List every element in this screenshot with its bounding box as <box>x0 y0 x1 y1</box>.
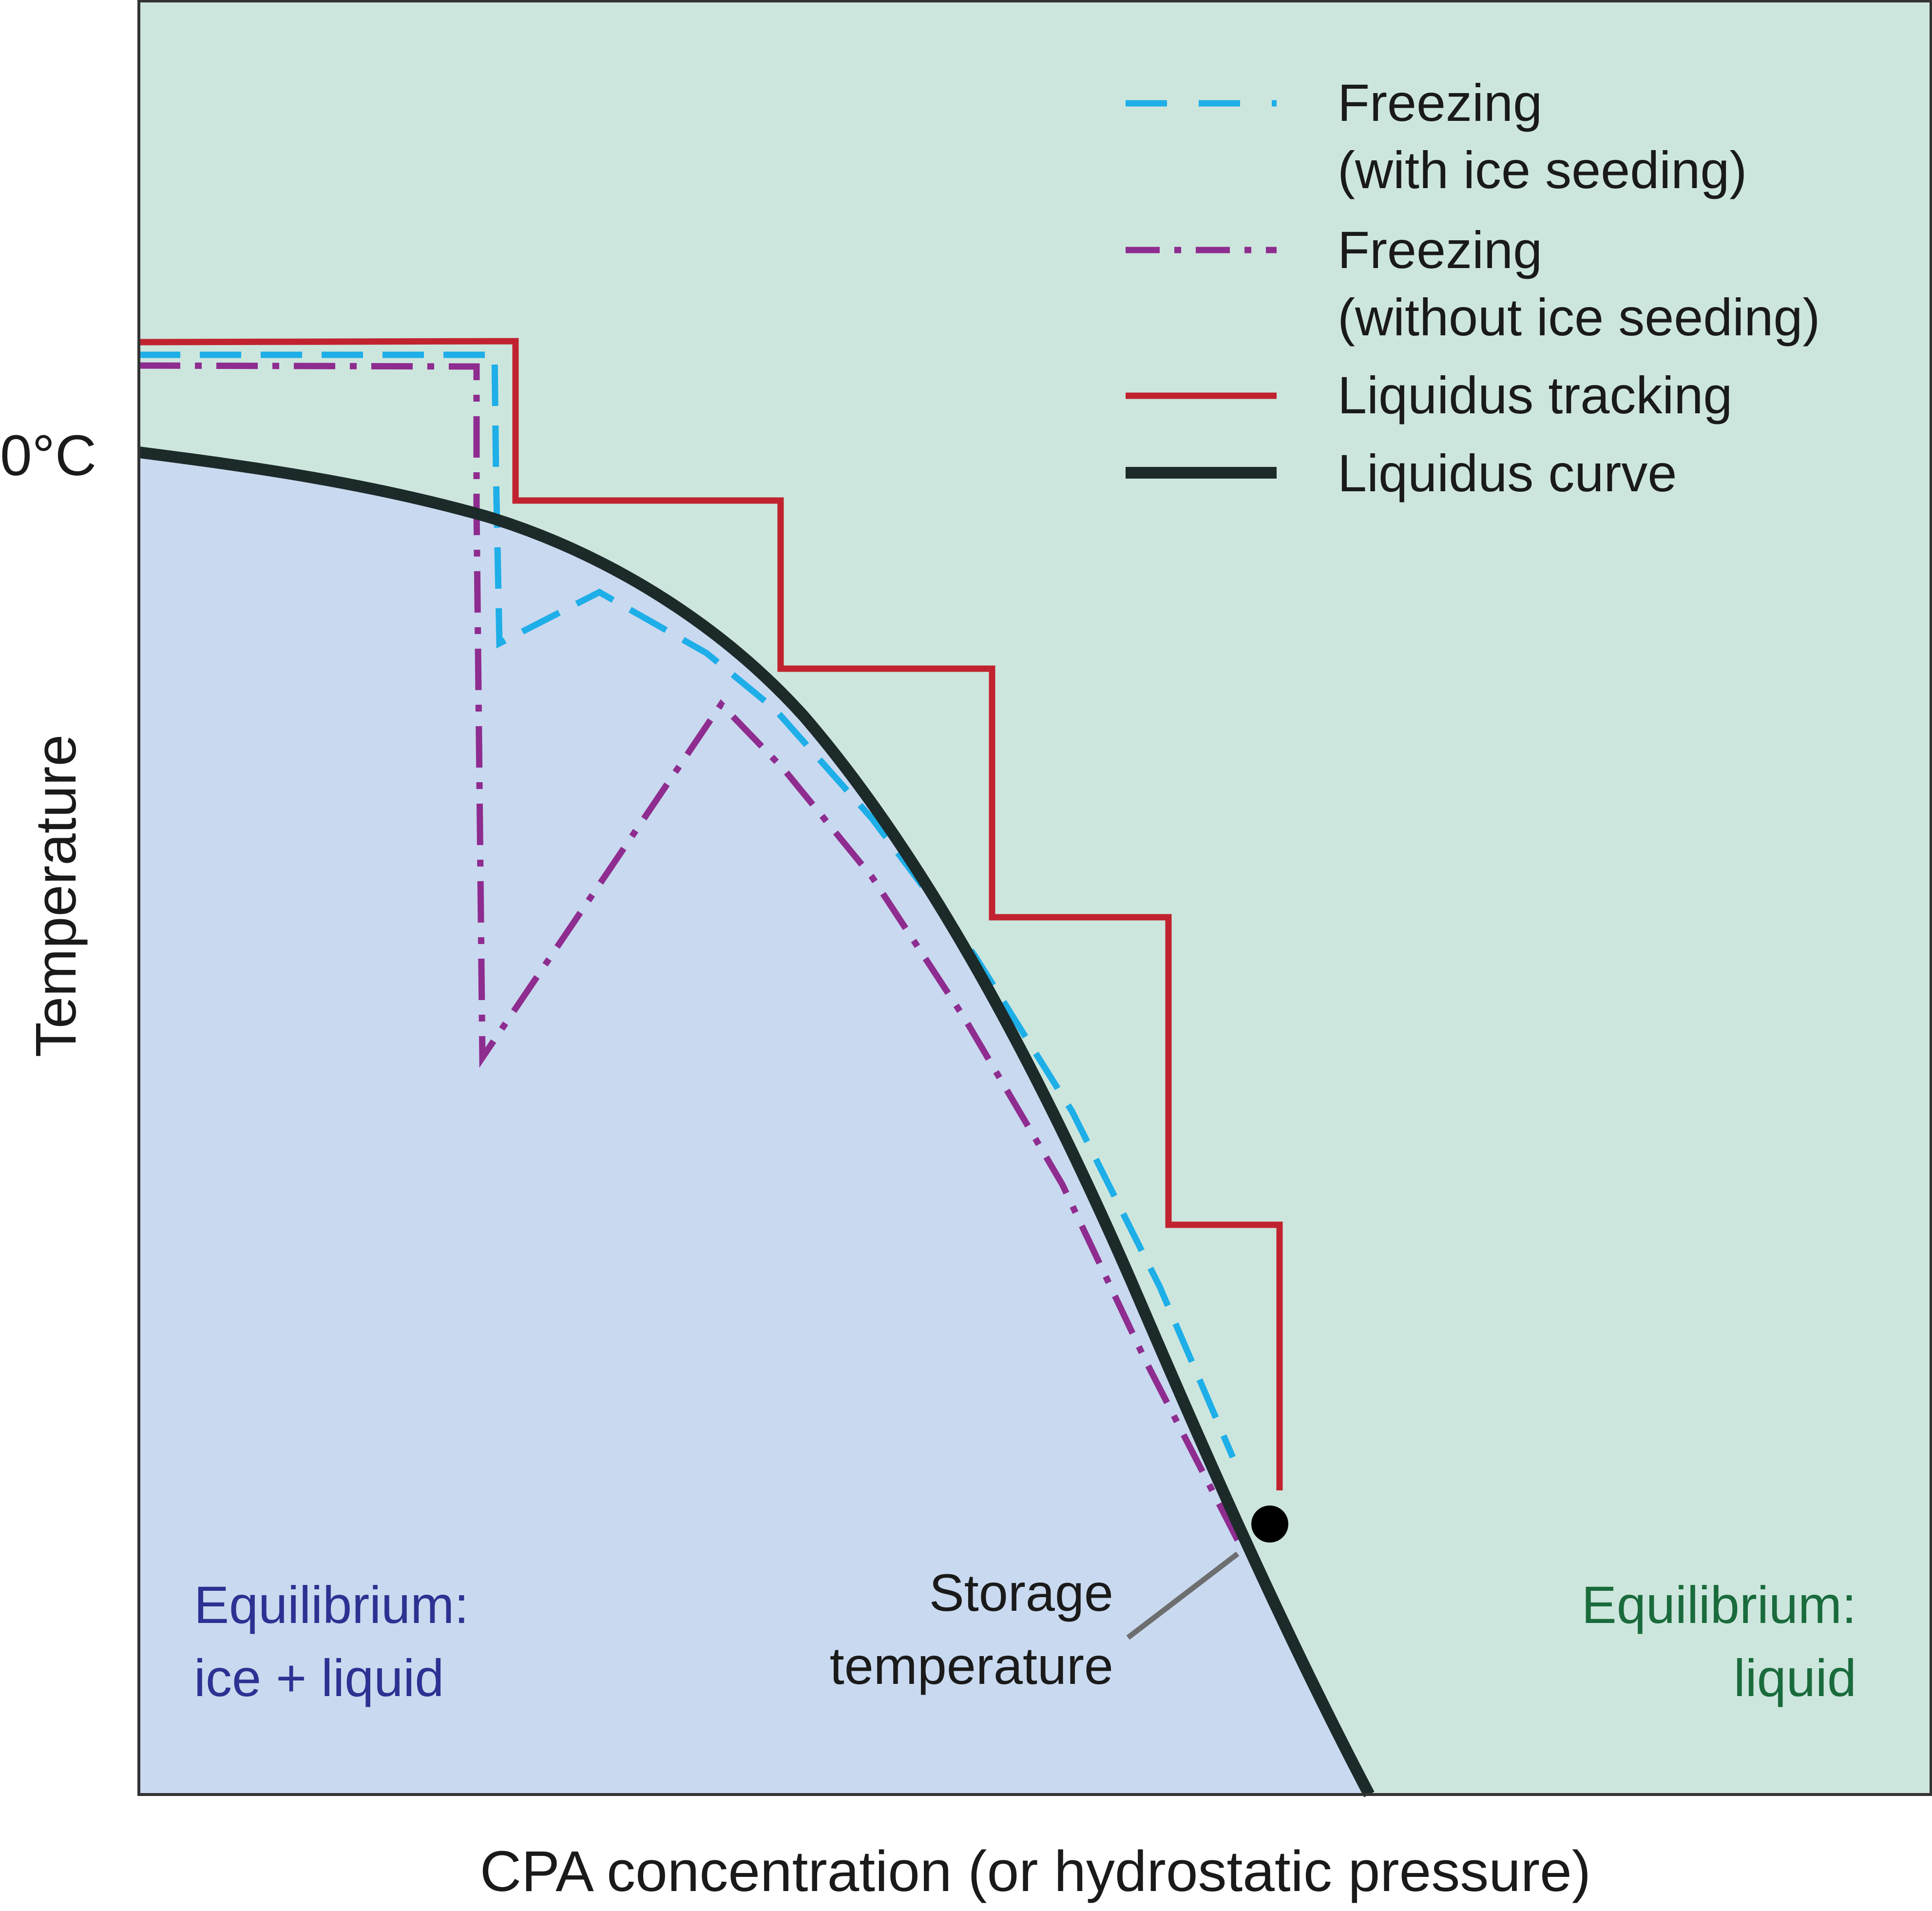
liquidus-tracking-line <box>138 338 1283 1490</box>
ice-liquid-region <box>139 452 1369 1795</box>
legend-label-freezing-seeded-2: (with ice seeding) <box>1338 140 1747 199</box>
y-axis-label: Temperature <box>24 734 88 1057</box>
x-axis-label: CPA concentration (or hydrostatic pressu… <box>480 1839 1591 1904</box>
ice-liquid-region-label-2: ice + liquid <box>194 1648 444 1707</box>
freezing-with-seeding-line <box>139 351 1236 1459</box>
y-tick-zero-label: 0°C <box>0 424 96 488</box>
ice-liquid-region-label-1: Equilibrium: <box>194 1575 469 1634</box>
legend-label-liquidus-curve: Liquidus curve <box>1338 444 1677 502</box>
liquid-region-label-2: liquid <box>1734 1648 1856 1707</box>
storage-temperature-point <box>1251 1506 1288 1543</box>
storage-temperature-label-1: Storage <box>929 1563 1113 1622</box>
freezing-without-seeding-line <box>138 362 1241 1542</box>
legend: Freezing (with ice seeding) Freezing (wi… <box>1126 73 1820 502</box>
liquidus-curve <box>138 446 1375 1797</box>
storage-temperature-leader <box>1126 1551 1240 1640</box>
legend-label-freezing-seeded-1: Freezing <box>1338 73 1542 132</box>
liquid-region-label-1: Equilibrium: <box>1582 1575 1856 1634</box>
legend-label-liquidus-tracking: Liquidus tracking <box>1338 366 1732 425</box>
legend-label-freezing-unseeded-2: (without ice seeding) <box>1338 288 1820 347</box>
legend-label-freezing-unseeded-1: Freezing <box>1338 220 1542 279</box>
storage-temperature-label-2: temperature <box>830 1636 1113 1695</box>
plot-frame <box>137 0 1932 1796</box>
